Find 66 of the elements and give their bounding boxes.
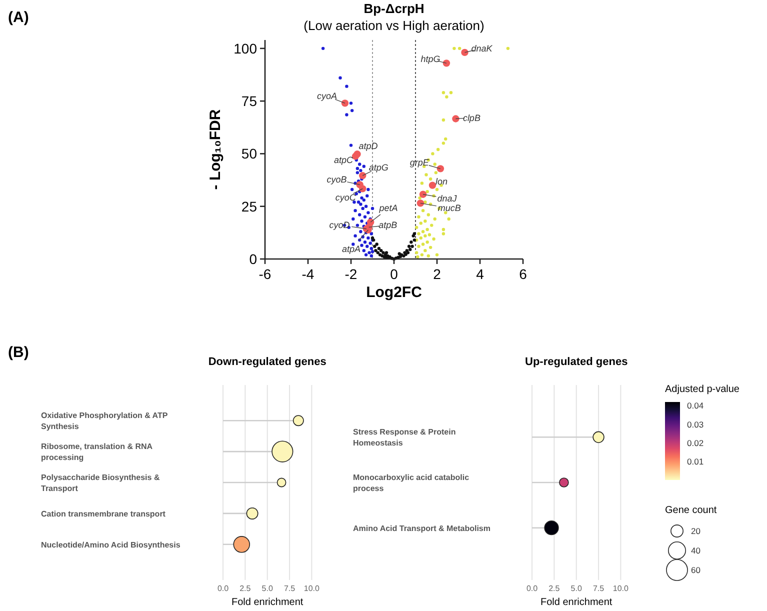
annotation: mucB (438, 203, 461, 214)
legend-label: 40 (691, 546, 701, 556)
x-tick-label: 7.5 (284, 584, 296, 593)
y-tick-label: Oxidative Phosphorylation & ATP Synthesis (41, 411, 168, 432)
y-tick-label: Polysaccharide Biosynthesis & Transport (41, 473, 160, 493)
y-tick-label: 25 (241, 198, 258, 214)
chart-title: Down-regulated genes (208, 356, 326, 368)
x-tick-label: 5.0 (262, 584, 274, 593)
color-bar-label: 0.01 (687, 456, 704, 466)
x-tick-label: -6 (258, 266, 272, 282)
x-tick-label: 5.0 (570, 584, 582, 593)
annotation: cyoC (335, 192, 356, 203)
annotation: atpD (358, 141, 378, 152)
color-bar-label: 0.04 (687, 400, 704, 411)
y-axis-title: - Log₁₀FDR (207, 109, 224, 190)
x-tick-label: -4 (302, 266, 314, 282)
y-tick-label: Nucleotide/Amino Acid Biosynthesis (41, 540, 181, 550)
annotation: cyoB (326, 174, 347, 185)
color-bar-label: 0.03 (687, 419, 704, 430)
x-tick-label: 0 (390, 266, 398, 282)
x-tick-label: 7.5 (592, 584, 605, 593)
x-tick-label: 0.0 (526, 584, 538, 593)
annotation: cyoD (329, 220, 350, 230)
color-bar-title: Adjusted p-value (665, 384, 740, 395)
x-axis-title: Fold enrichment (232, 597, 304, 608)
chart-title: Bp-ΔcrpH (364, 1, 424, 16)
x-tick-label: 4 (476, 266, 484, 282)
x-tick-label: 2 (433, 266, 442, 282)
annotation: cyoA (316, 91, 337, 102)
chart-subtitle: (Low aeration vs High aeration) (304, 18, 484, 33)
annotation: atpA (342, 244, 360, 254)
y-tick-label: 100 (234, 40, 258, 56)
chart-title: Up-regulated genes (525, 356, 628, 368)
x-tick-label: 2.5 (548, 584, 560, 593)
legend-title: Gene count (665, 505, 717, 516)
annotation: atpC (334, 155, 354, 166)
y-tick-label: Cation transmembrane transport (41, 509, 166, 518)
annotation: dnaK (471, 43, 494, 54)
annotation: grpE (410, 158, 430, 168)
x-tick-label: -2 (344, 266, 358, 282)
annotation: atpG (368, 162, 388, 173)
color-bar-label: 0.02 (687, 438, 704, 448)
text: (B) (8, 344, 29, 361)
x-tick-label: 0.0 (217, 584, 230, 593)
annotation: dnaJ (437, 193, 458, 204)
x-axis-title: Log2FC (366, 284, 422, 301)
text: (A) (8, 9, 29, 26)
y-tick-label: Amino Acid Transport & Metabolism (353, 524, 490, 533)
annotation: clpB (462, 112, 480, 123)
y-tick-label: 0 (249, 251, 258, 267)
annotation: atpB (378, 220, 398, 230)
annotation: htpG (420, 54, 440, 64)
y-tick-label: Stress Response & Protein Homeostasis (353, 428, 456, 448)
annotation: petA (378, 203, 398, 214)
x-axis-title: Fold enrichment (540, 597, 612, 608)
x-tick-label: 2.5 (240, 584, 252, 593)
x-tick-label: 10.0 (612, 584, 630, 593)
x-tick-label: 6 (519, 266, 528, 282)
y-tick-label: Monocarboxylic acid catabolic process (353, 473, 470, 493)
y-tick-label: Ribosome, translation & RNA processing (41, 442, 153, 462)
x-tick-label: 10.0 (304, 584, 320, 593)
y-tick-label: 50 (241, 146, 258, 162)
annotation: lon (435, 176, 448, 186)
y-tick-label: 75 (241, 93, 258, 110)
legend-label: 60 (691, 565, 701, 575)
legend-label: 20 (691, 526, 701, 536)
